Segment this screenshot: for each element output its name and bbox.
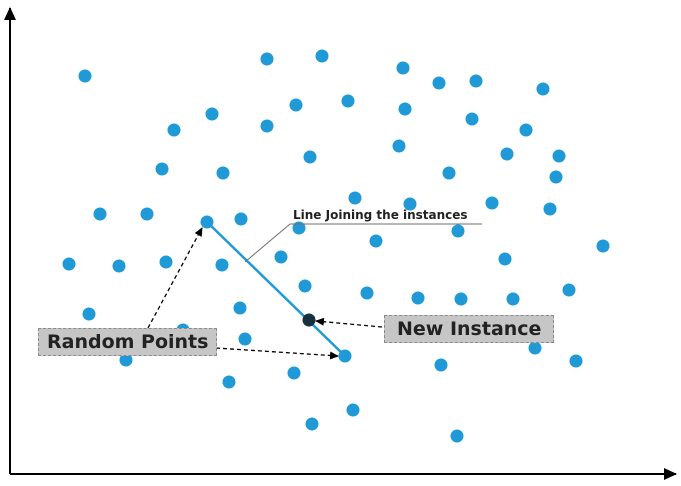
data-point (93, 207, 107, 221)
data-point (506, 292, 520, 306)
data-point (82, 307, 96, 321)
data-point (303, 150, 317, 164)
data-point (432, 76, 446, 90)
data-point (434, 358, 448, 372)
data-point (451, 224, 465, 238)
data-point (298, 279, 312, 293)
data-point (348, 191, 362, 205)
data-point (119, 353, 133, 367)
data-point (233, 301, 247, 315)
data-point (403, 197, 417, 211)
data-point (274, 250, 288, 264)
new-instance-point (302, 313, 316, 327)
new-instance-label: New Instance (384, 315, 555, 343)
data-point (289, 98, 303, 112)
data-point (155, 162, 169, 176)
data-point (78, 69, 92, 83)
data-point (596, 239, 610, 253)
data-point (454, 292, 468, 306)
data-point (346, 403, 360, 417)
data-point (315, 49, 329, 63)
selected-point-a (200, 215, 214, 229)
data-point (234, 212, 248, 226)
selected-point-b (338, 349, 352, 363)
arrow-to-new-instance (315, 317, 383, 328)
joining-line-label: Line Joining the instances (293, 208, 468, 222)
data-point (450, 429, 464, 443)
data-point (465, 112, 479, 126)
data-point (167, 123, 181, 137)
random-points-label: Random Points (38, 328, 218, 356)
data-point (552, 149, 566, 163)
arrow-to-random-point-2 (215, 347, 339, 360)
data-point (498, 252, 512, 266)
data-point (238, 332, 252, 346)
data-point (62, 257, 76, 271)
data-point (500, 147, 514, 161)
data-point (392, 139, 406, 153)
data-point (549, 170, 563, 184)
data-point (305, 417, 319, 431)
data-point (536, 82, 550, 96)
data-point (469, 74, 483, 88)
data-point (159, 255, 173, 269)
points-layer (62, 49, 610, 443)
data-point (260, 119, 274, 133)
data-point (292, 221, 306, 235)
data-point (485, 196, 499, 210)
data-point (222, 375, 236, 389)
arrow-to-random-point-1 (147, 227, 203, 329)
data-point (260, 52, 274, 66)
data-point (341, 94, 355, 108)
data-point (442, 166, 456, 180)
data-point (205, 107, 219, 121)
data-point (287, 366, 301, 380)
data-point (112, 259, 126, 273)
joining-line (206, 221, 346, 357)
line-label-leader (244, 223, 482, 263)
data-point (411, 291, 425, 305)
data-point (360, 286, 374, 300)
data-point (569, 354, 583, 368)
data-point (216, 166, 230, 180)
data-point (369, 234, 383, 248)
data-point (140, 207, 154, 221)
data-point (519, 123, 533, 137)
data-point (562, 283, 576, 297)
data-point (396, 61, 410, 75)
data-point (543, 202, 557, 216)
data-point (398, 102, 412, 116)
data-point (528, 341, 542, 355)
data-point (215, 258, 229, 272)
